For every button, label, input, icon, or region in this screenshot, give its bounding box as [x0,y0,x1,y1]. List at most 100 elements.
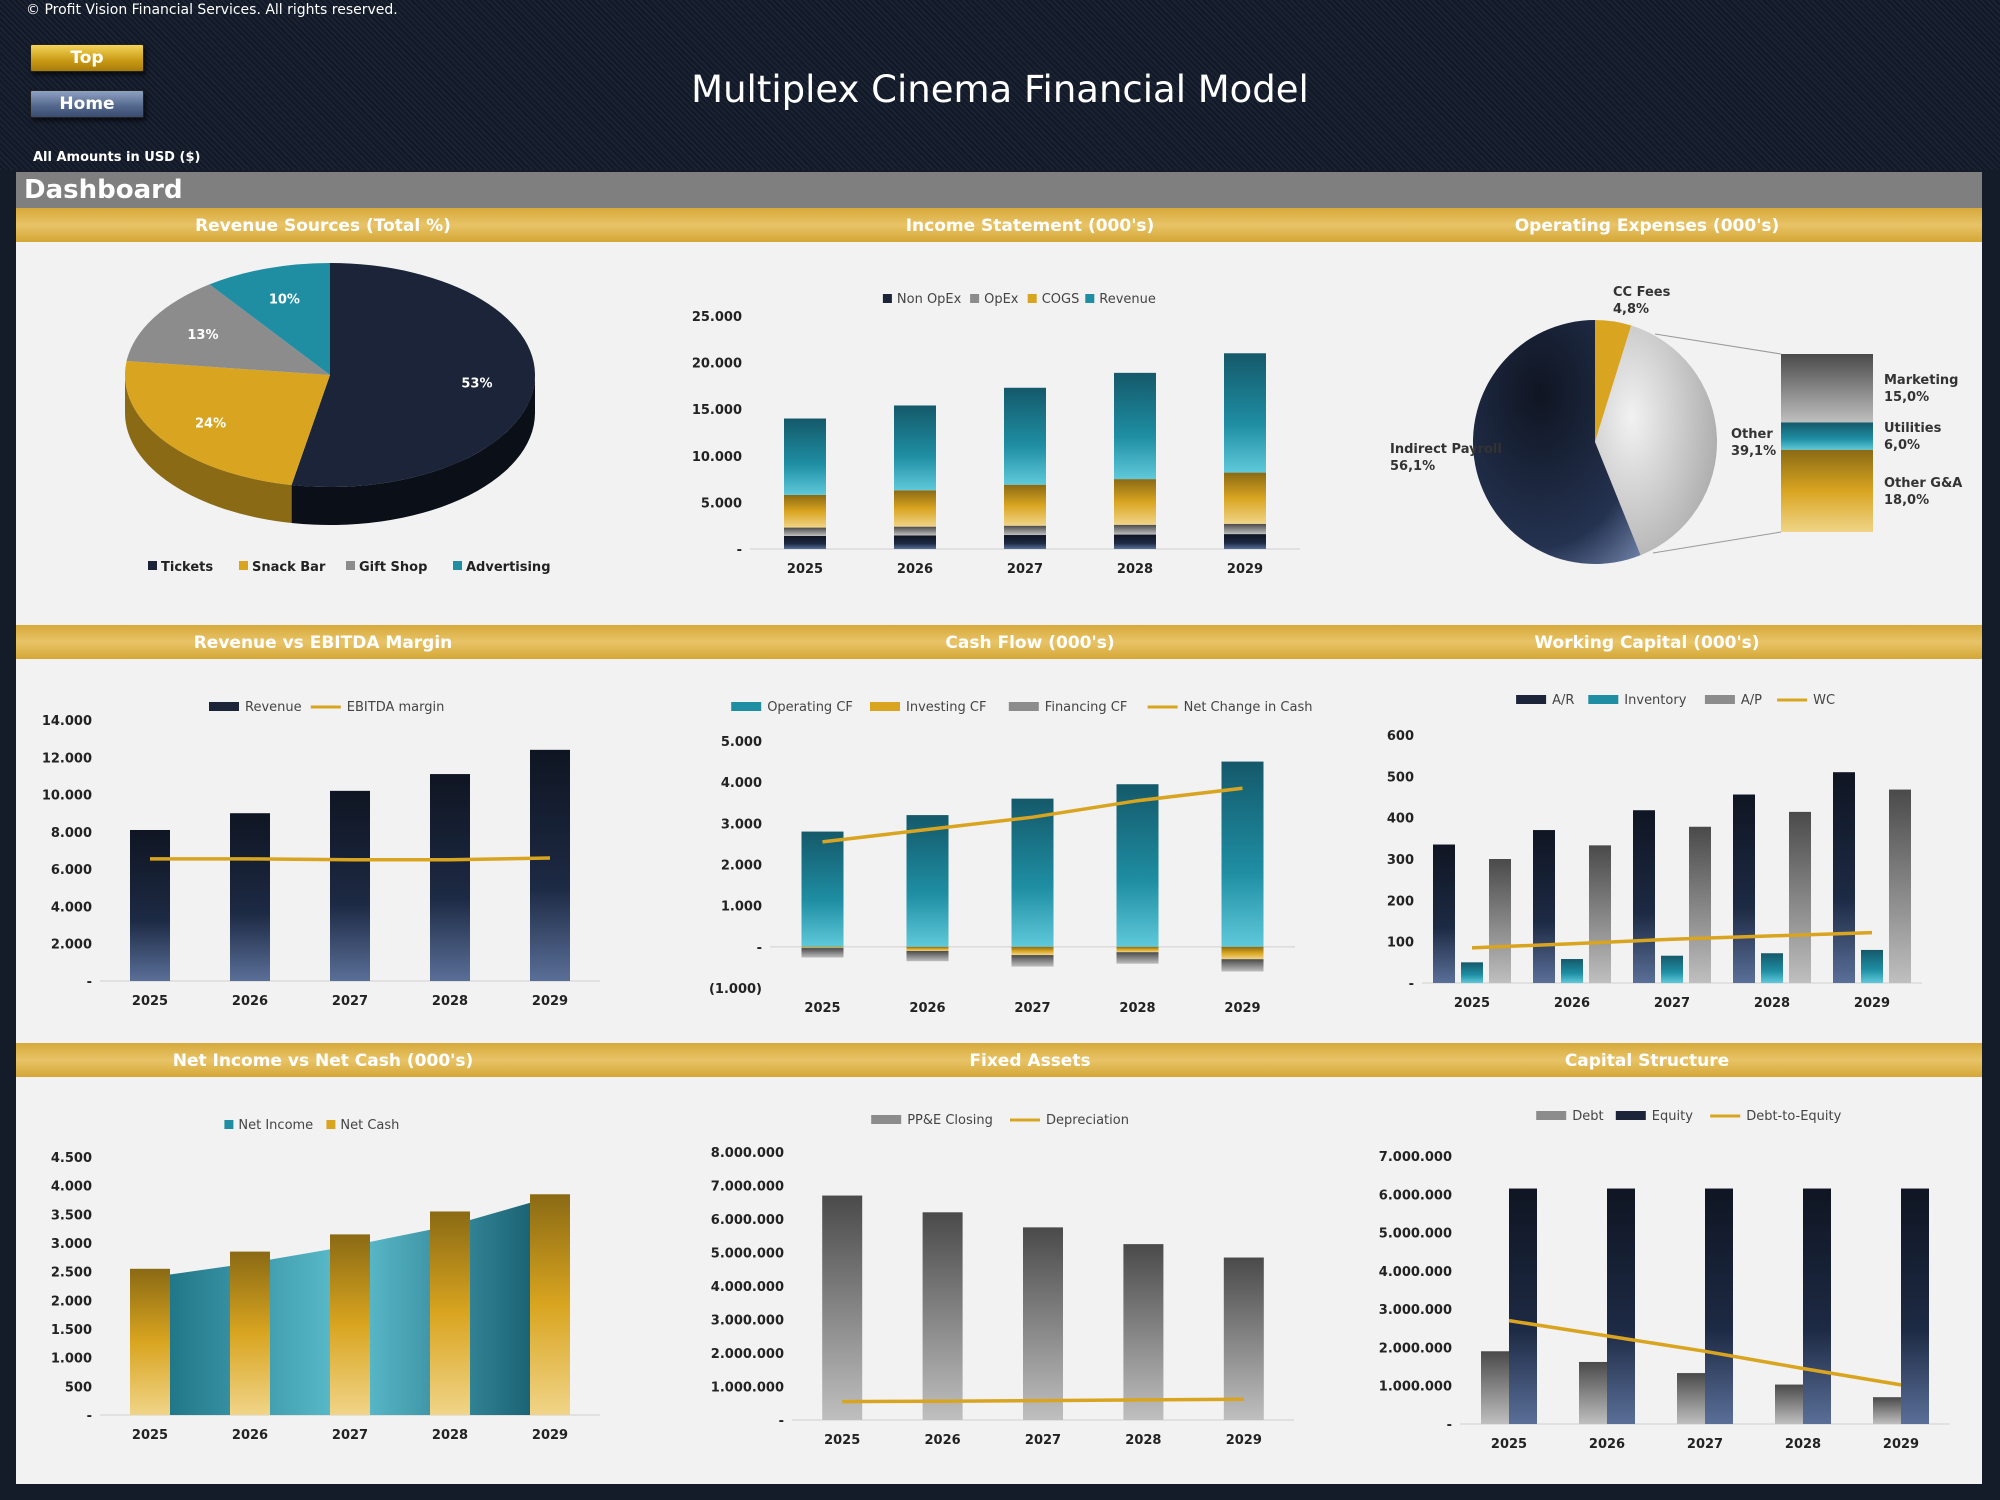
netincome-y-tick: 1.000 [51,1352,92,1367]
cashflow-bar-operating-cf [1221,761,1264,947]
capital-bar-equity [1803,1188,1831,1424]
income-bar-cogs [894,490,936,527]
ebitda-y-tick: 4.000 [51,900,92,915]
cashflow-legend-swatch [870,702,900,711]
wc-legend-label: A/R [1552,693,1574,708]
capital-x-tick: 2026 [1589,1437,1625,1452]
netincome-x-tick: 2025 [132,1428,168,1443]
capital-y-tick: 1.000.000 [1379,1380,1452,1395]
opex-pie-label: Indirect Payroll [1390,442,1502,457]
capital-bar-equity [1705,1188,1733,1424]
income-bar-opex [1114,524,1156,535]
cashflow-y-tick: (1.000) [709,982,762,997]
opex-breakdown-bar-other-g&a [1781,449,1873,532]
netincome-bar-net-cash [430,1211,470,1415]
cashflow-bar-operating-cf [1116,784,1159,947]
fixedassets-y-tick: 6.000.000 [711,1213,784,1228]
revenue-pie-data-label: 13% [187,328,218,343]
ebitda-x-tick: 2028 [432,994,468,1009]
capital-bar-debt [1579,1361,1607,1424]
cashflow-bar-investing-cf [906,946,949,951]
netincome-y-tick: 3.000 [51,1237,92,1252]
cashflow-legend-label: Net Change in Cash [1184,700,1313,715]
netincome-y-tick: 500 [65,1380,92,1395]
income-bar-revenue [894,405,936,491]
wc-bar-a/r [1633,810,1655,983]
top-button[interactable]: Top [30,44,144,72]
income-bar-non-opex [1224,534,1266,549]
cashflow-bar-investing-cf [801,946,844,949]
netincome-bar-net-cash [130,1268,170,1415]
revenue-pie-slice-advertising [209,263,330,375]
opex-pie-label: 56,1% [1390,459,1435,474]
wc-bar-a/r [1833,772,1855,983]
capital-structure-title: Capital Structure [1564,1051,1730,1071]
ebitda-legend-label: Revenue [245,700,302,715]
ebitda-bar-revenue [230,813,270,981]
capital-bar-equity [1509,1188,1537,1424]
wc-y-tick: 200 [1387,894,1414,909]
income-x-tick: 2028 [1117,562,1153,577]
ebitda-y-tick: 14.000 [42,714,92,729]
cashflow-bar-investing-cf [1116,946,1159,953]
opex-connector-line [1654,333,1782,355]
netincome-y-tick: - [87,1409,92,1424]
fixedassets-bar-pp&e-closing [922,1212,963,1420]
revenue-sources-title: Revenue Sources (Total %) [195,216,451,236]
fixedassets-x-tick: 2026 [925,1433,961,1448]
revenue-pie-data-label: 10% [269,292,300,307]
revenue-pie-slice-gift-shop [126,284,330,375]
income-legend-label: Non OpEx [897,292,962,307]
home-button[interactable]: Home [30,90,144,118]
capital-x-tick: 2028 [1785,1437,1821,1452]
revenue-vs-ebitda-title: Revenue vs EBITDA Margin [193,633,453,653]
opex-breakdown-bar-marketing [1781,354,1873,423]
wc-legend-label: Inventory [1624,693,1686,708]
ebitda-x-tick: 2026 [232,994,268,1009]
cashflow-legend-swatch [1008,702,1039,711]
wc-bar-a/p [1789,811,1811,983]
fixedassets-y-tick: 4.000.000 [711,1280,784,1295]
cashflow-bar-financing-cf [906,950,949,962]
income-legend-label: Revenue [1099,292,1156,307]
cashflow-legend-label: Operating CF [767,700,853,715]
wc-x-tick: 2025 [1454,996,1490,1011]
capital-y-tick: 2.000.000 [1379,1341,1452,1356]
capital-x-tick: 2027 [1687,1437,1723,1452]
opex-breakdown-bar-utilities [1781,422,1873,450]
netincome-legend-swatch [326,1120,336,1129]
fixedassets-bar-pp&e-closing [1023,1227,1063,1420]
fixedassets-y-tick: 3.000.000 [711,1314,784,1329]
capital-y-tick: 7.000.000 [1379,1150,1452,1165]
income-bar-opex [784,527,826,536]
fixedassets-bar-pp&e-closing [1223,1257,1264,1420]
capital-bar-debt [1775,1384,1803,1424]
capital-legend-label: Debt [1572,1109,1603,1124]
ebitda-y-tick: 10.000 [42,789,92,804]
income-bar-revenue [1004,387,1046,485]
revenue-pie-slice-tickets [291,263,536,488]
ebitda-bar-revenue [330,790,370,981]
netincome-x-tick: 2029 [532,1428,568,1443]
opex-pie-slice-other [1595,325,1717,556]
wc-bar-inventory [1561,959,1583,983]
title-strip-row-1 [16,208,1982,242]
revenue-pie-legend-swatch [453,561,462,570]
income-x-tick: 2026 [897,562,933,577]
capital-legend-label: Debt-to-Equity [1746,1109,1841,1124]
capital-x-tick: 2025 [1491,1437,1527,1452]
cashflow-bar-investing-cf [1221,946,1264,960]
netincome-y-tick: 1.500 [51,1323,92,1338]
income-bar-cogs [1224,472,1266,524]
wc-x-tick: 2027 [1654,996,1690,1011]
capital-line-debt-to-equity [1508,1318,1902,1387]
cashflow-x-tick: 2027 [1014,1001,1050,1016]
revenue-pie-data-label: 24% [195,416,226,431]
wc-bar-a/r [1733,794,1755,983]
revenue-pie-legend-label: Tickets [161,560,213,575]
income-y-tick: 10.000 [692,450,742,465]
top-banner [0,0,2000,170]
income-y-tick: 20.000 [692,357,742,372]
income-x-tick: 2029 [1227,562,1263,577]
ebitda-y-tick: 8.000 [51,826,92,841]
